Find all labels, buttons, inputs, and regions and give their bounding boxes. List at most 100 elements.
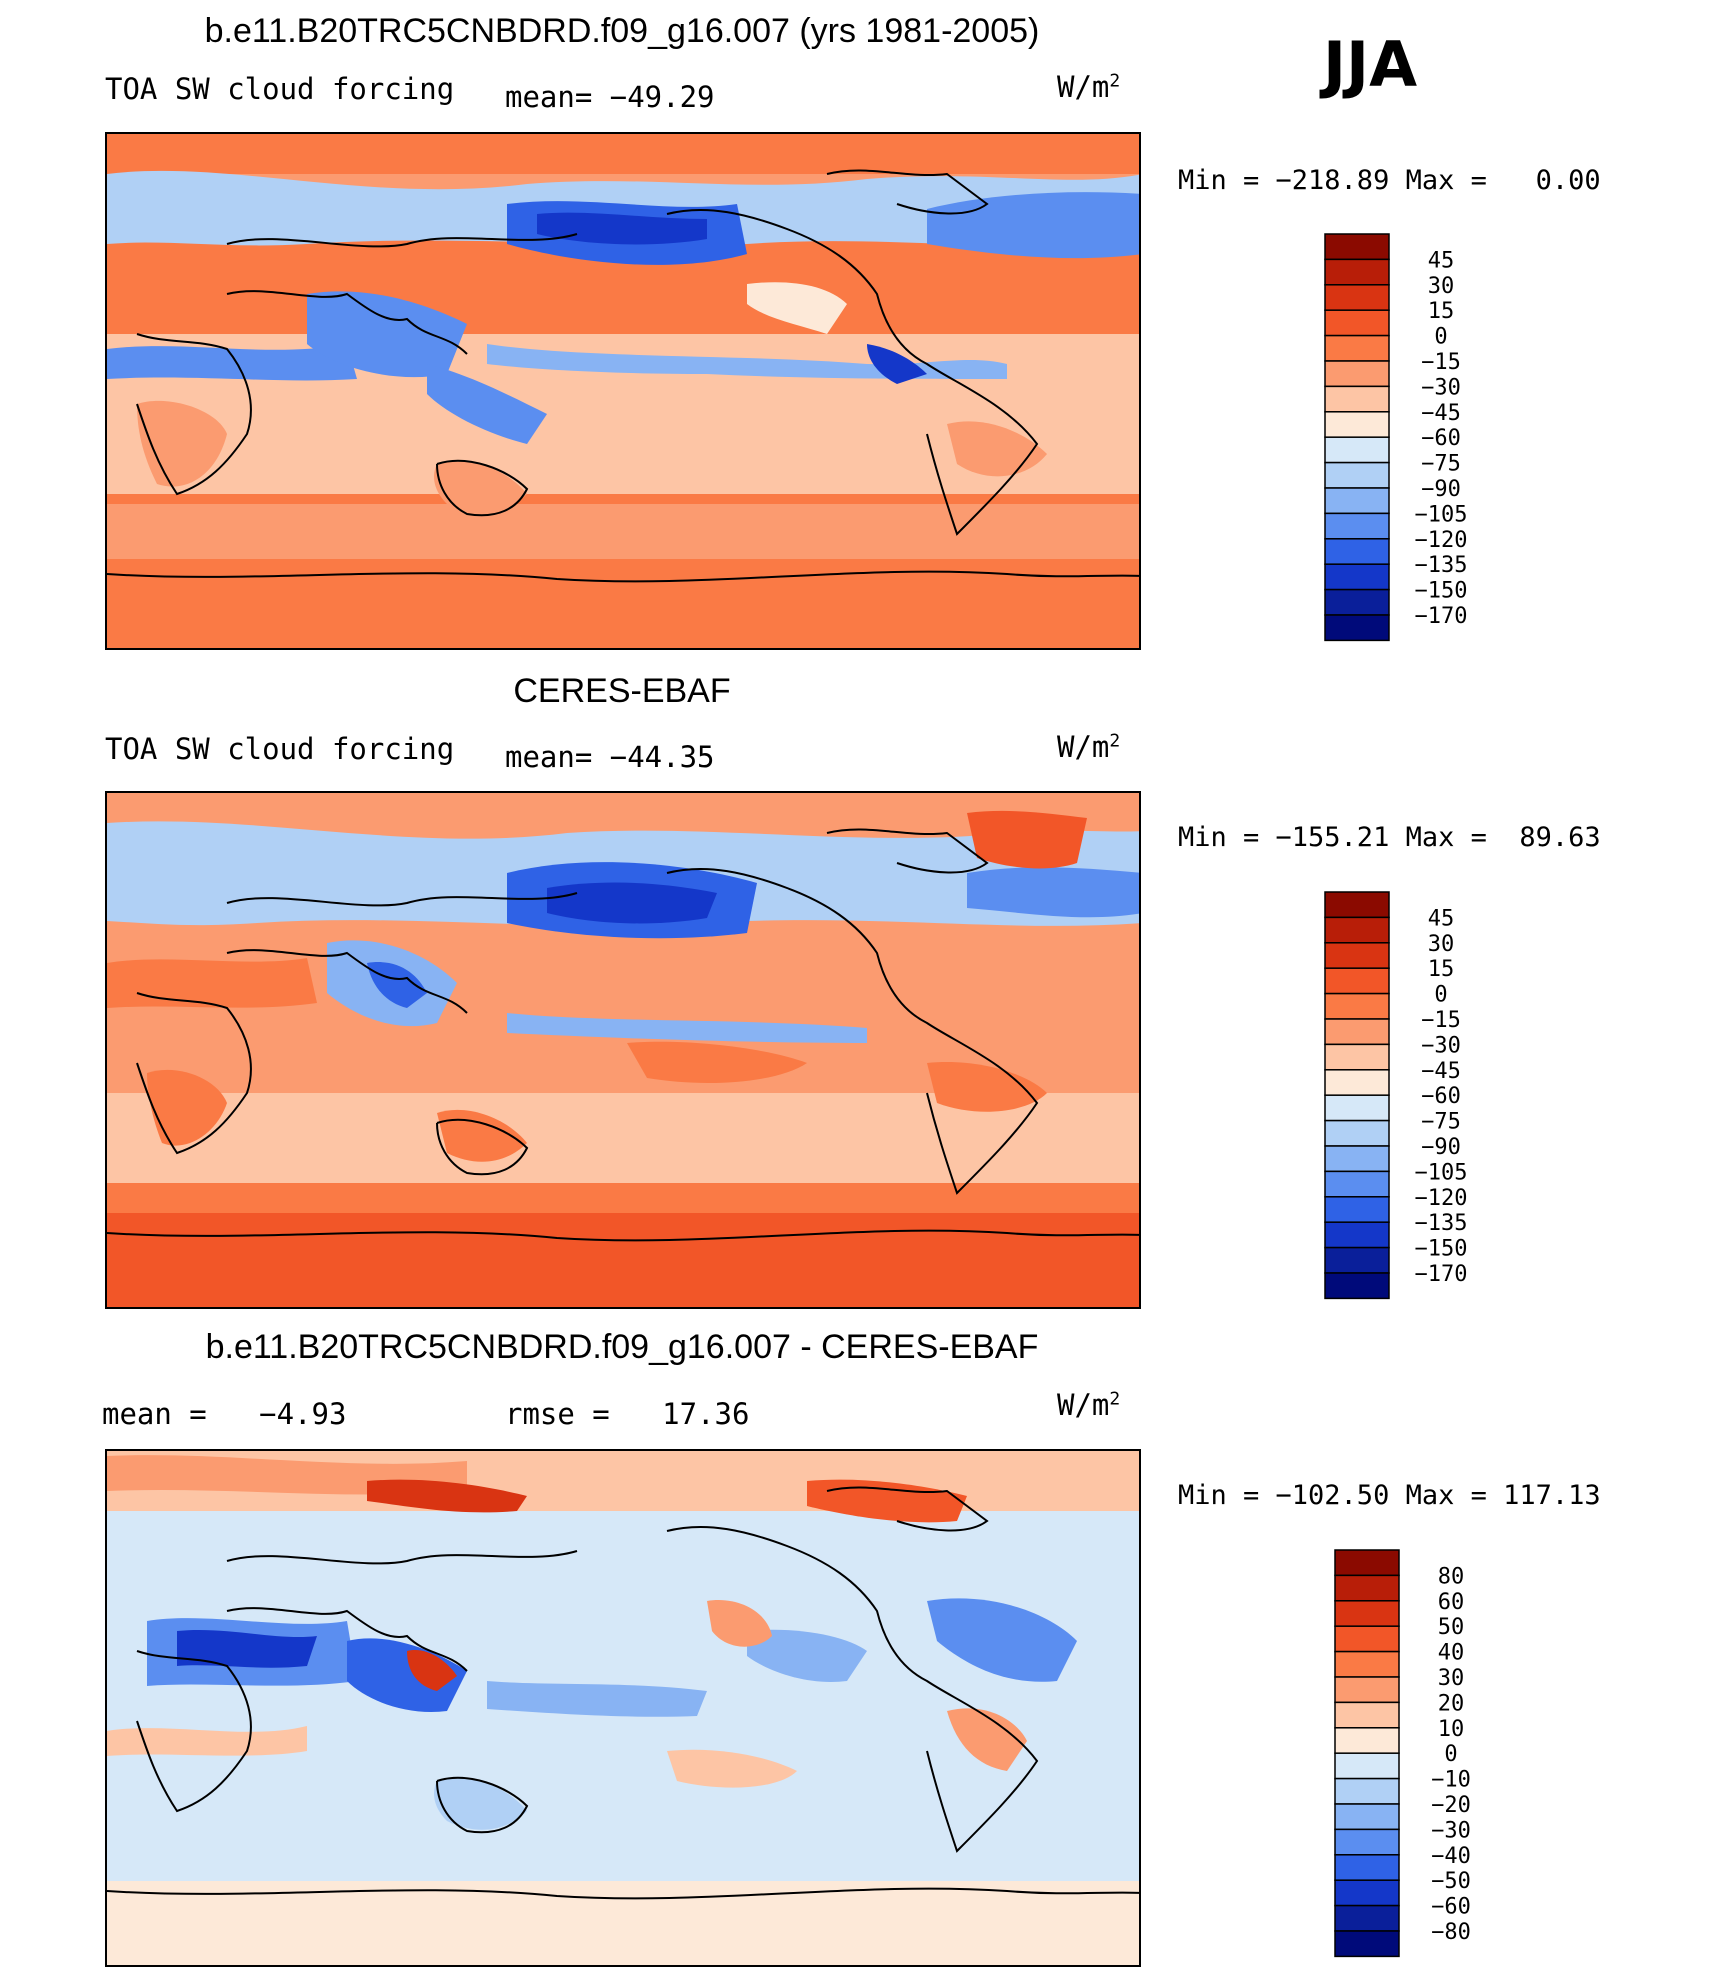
- panel-3-colorbar: 80 60 50 40 30 20 10 0 −10 −20 −30 −40 −50 −60 −80: [1333, 1548, 1503, 1958]
- panel-2-units-label: W/m2: [1057, 730, 1121, 764]
- colorbar-swatch: [1324, 411, 1390, 438]
- panel-3-minmax: Min = −102.50 Max = 117.13: [1178, 1480, 1601, 1511]
- colorbar-swatch: [1324, 284, 1390, 311]
- colorbar-swatch: [1324, 1043, 1390, 1071]
- colorbar-swatch: [1334, 1777, 1400, 1805]
- colorbar-swatch: [1324, 360, 1390, 388]
- colorbar-tick-label: 45: [1428, 248, 1455, 273]
- colorbar-swatch: [1324, 1246, 1390, 1274]
- colorbar-tick-label: −90: [1421, 477, 1461, 502]
- colorbar-swatch: [1324, 309, 1390, 337]
- panel-2-field-label: TOA SW cloud forcing: [105, 732, 455, 766]
- colorbar-swatch: [1324, 487, 1390, 515]
- colorbar-swatch: [1324, 1221, 1390, 1249]
- colorbar-tick-label: 30: [1428, 274, 1455, 299]
- panel-2-minmax: Min = −155.21 Max = 89.63: [1178, 822, 1601, 853]
- colorbar-swatch: [1334, 1549, 1400, 1577]
- colorbar-tick-label: −45: [1421, 1059, 1461, 1084]
- colorbar-tick-label: −15: [1421, 1008, 1461, 1033]
- colorbar-tick-label: −90: [1421, 1135, 1461, 1160]
- colorbar-swatch: [1324, 1196, 1390, 1223]
- colorbar-swatch: [1324, 563, 1390, 591]
- colorbar-swatch: [1334, 1828, 1400, 1856]
- colorbar-tick-label: 60: [1438, 1590, 1465, 1615]
- colorbar-swatch: [1334, 1904, 1400, 1932]
- colorbar-tick-label: 0: [1444, 1742, 1457, 1767]
- colorbar-swatch: [1324, 512, 1390, 540]
- colorbar-tick-label: 50: [1438, 1615, 1465, 1640]
- colorbar-swatch: [1334, 1625, 1400, 1653]
- colorbar-swatch: [1334, 1727, 1400, 1754]
- colorbar-swatch: [1324, 233, 1390, 261]
- colorbar-tick-label: 0: [1434, 325, 1447, 350]
- coastline-overlay: [107, 828, 1139, 1242]
- coastline-overlay: [107, 169, 1139, 583]
- colorbar-swatch: [1334, 1600, 1400, 1627]
- colorbar-tick-label: −30: [1421, 1033, 1461, 1058]
- colorbar-tick-label: 45: [1428, 906, 1455, 931]
- colorbar-swatch: [1324, 1069, 1390, 1096]
- colorbar-tick-label: −60: [1421, 426, 1461, 451]
- colorbar-tick-label: −40: [1431, 1844, 1471, 1869]
- colorbar-tick-label: 20: [1438, 1691, 1465, 1716]
- colorbar-swatch: [1334, 1650, 1400, 1678]
- colorbar-swatch: [1334, 1752, 1400, 1780]
- colorbar-tick-label: −80: [1431, 1920, 1471, 1945]
- colorbar-swatch: [1334, 1930, 1400, 1958]
- colorbar-tick-label: −105: [1415, 502, 1468, 527]
- colorbar-swatch: [1324, 1018, 1390, 1046]
- colorbar-tick-label: −20: [1431, 1793, 1471, 1818]
- colorbar-tick-label: −45: [1421, 401, 1461, 426]
- colorbar-tick-label: −170: [1415, 1262, 1468, 1287]
- colorbar-swatch: [1324, 461, 1390, 489]
- colorbar-swatch: [1324, 942, 1390, 969]
- panel-1-units-label: W/m2: [1057, 70, 1121, 104]
- colorbar-swatch: [1334, 1879, 1400, 1907]
- colorbar-swatch: [1324, 967, 1390, 995]
- panel-1-field-label: TOA SW cloud forcing: [105, 72, 455, 106]
- colorbar-tick-label: −150: [1415, 1237, 1468, 1262]
- colorbar-swatch: [1324, 258, 1390, 286]
- colorbar-tick-label: −75: [1421, 452, 1461, 477]
- panel-3-title: b.e11.B20TRC5CNBDRD.f09_g16.007 - CERES-…: [205, 1328, 1039, 1366]
- colorbar-tick-label: −10: [1431, 1768, 1471, 1793]
- panel-3-map: [105, 1449, 1141, 1967]
- colorbar-swatch: [1324, 891, 1390, 919]
- colorbar-tick-label: −60: [1431, 1895, 1471, 1920]
- coastline-overlay: [107, 1486, 1139, 1900]
- colorbar-swatch: [1324, 385, 1390, 413]
- colorbar-swatch: [1324, 538, 1390, 565]
- colorbar-swatch: [1324, 1119, 1390, 1147]
- colorbar-tick-label: −170: [1415, 604, 1468, 629]
- colorbar-swatch: [1324, 916, 1390, 944]
- panel-2-colorbar-svg: 4530150−15−30−45−60−75−90−105−120−135−15…: [1324, 891, 1468, 1300]
- colorbar-swatch: [1324, 588, 1390, 616]
- colorbar-swatch: [1334, 1574, 1400, 1602]
- colorbar-swatch: [1324, 614, 1390, 642]
- colorbar-tick-label: 30: [1428, 932, 1455, 957]
- panel-2-mean-label: mean= −44.35: [505, 740, 715, 774]
- panel-1-map: [105, 132, 1141, 650]
- panel-2-map: [105, 791, 1141, 1309]
- colorbar-tick-label: −50: [1431, 1869, 1471, 1894]
- colorbar-tick-label: −30: [1421, 375, 1461, 400]
- panel-2-colorbar: 45 30 15 0 −15 −30 −45 −60 −75 −90 −105 −120 −135 −15…: [1323, 890, 1493, 1300]
- panel-1-colorbar-svg: 4530150−15−30−45−60−75−90−105−120−135−15…: [1324, 233, 1468, 642]
- panel-3-mean-label: mean = −4.93: [102, 1397, 347, 1431]
- colorbar-tick-label: −135: [1415, 1211, 1468, 1236]
- colorbar-swatch: [1324, 1094, 1390, 1122]
- panel-2-title: CERES-EBAF: [513, 672, 731, 710]
- colorbar-tick-label: 0: [1434, 983, 1447, 1008]
- colorbar-swatch: [1334, 1701, 1400, 1729]
- colorbar-swatch: [1334, 1803, 1400, 1831]
- colorbar-tick-label: −135: [1415, 553, 1468, 578]
- colorbar-tick-label: −120: [1415, 1186, 1468, 1211]
- colorbar-tick-label: 80: [1438, 1564, 1465, 1589]
- panel-3-rmse-label: rmse = 17.36: [505, 1397, 750, 1431]
- season-label: JJA: [1322, 28, 1418, 101]
- colorbar-swatch: [1324, 334, 1390, 362]
- panel-3-units-label: W/m2: [1057, 1388, 1121, 1422]
- colorbar-swatch: [1324, 992, 1390, 1020]
- panel-1-mean-label: mean= −49.29: [505, 80, 715, 114]
- colorbar-swatch: [1324, 1145, 1390, 1173]
